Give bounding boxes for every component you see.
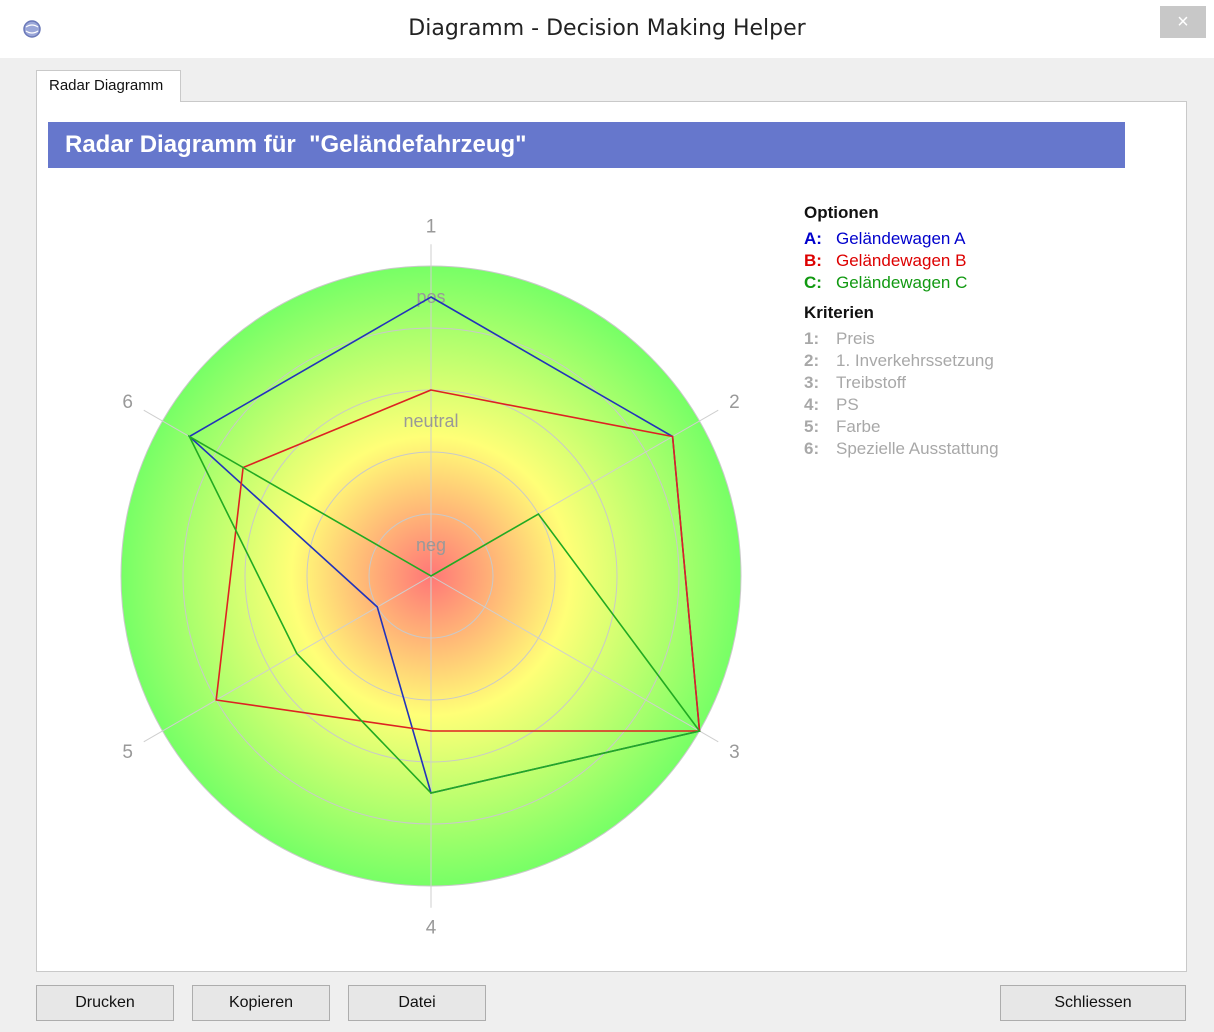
radar-axis-label: 3: [729, 742, 740, 763]
app-globe-icon: [23, 20, 41, 38]
legend-option-a: A: Geländewagen A: [804, 228, 1164, 250]
criterion-label: PS: [836, 395, 859, 414]
criteria-heading: Kriterien: [804, 303, 874, 322]
criterion-label: Farbe: [836, 417, 881, 436]
legend-criterion: 2: 1. Inverkehrssetzung: [804, 350, 1164, 372]
criterion-key: 4:: [804, 395, 820, 414]
criterion-key: 5:: [804, 417, 820, 436]
legend-criterion: 3: Treibstoff: [804, 372, 1164, 394]
radar-axis-label: 2: [729, 392, 740, 413]
close-button[interactable]: Schliessen: [1000, 985, 1186, 1021]
radar-axis-label: 1: [426, 217, 437, 238]
legend-option-label: Geländewagen C: [836, 273, 968, 292]
criterion-key: 1:: [804, 329, 820, 348]
radar-spoke: [143, 575, 432, 743]
legend-option-key: C:: [804, 273, 822, 292]
radar-axis-labels: 1 2 3 4 5 6: [122, 217, 739, 939]
close-window-button[interactable]: ×: [1160, 6, 1206, 38]
criterion-label: Preis: [836, 329, 875, 348]
criterion-label: 1. Inverkehrssetzung: [836, 351, 994, 370]
file-button[interactable]: Datei: [348, 985, 486, 1021]
radar-ring-label: neg: [416, 535, 446, 555]
criterion-label: Treibstoff: [836, 373, 906, 392]
title-bar: Diagramm - Decision Making Helper ×: [0, 0, 1214, 58]
radar-series: [187, 296, 701, 794]
legend-option-key: A:: [804, 229, 822, 248]
criterion-label: Spezielle Ausstattung: [836, 439, 999, 458]
legend-option-label: Geländewagen B: [836, 251, 967, 270]
chart-header: Radar Diagramm für "Geländefahrzeug": [48, 122, 1125, 168]
radar-ring-label: neutral: [403, 411, 458, 431]
window-title: Diagramm - Decision Making Helper: [408, 16, 806, 41]
legend-option-key: B:: [804, 251, 822, 270]
radar-axis-label: 4: [426, 917, 437, 938]
legend-criterion: 6: Spezielle Ausstattung: [804, 438, 1164, 460]
copy-button[interactable]: Kopieren: [192, 985, 330, 1021]
radar-series-polygon: [187, 434, 701, 794]
legend-criterion: 1: Preis: [804, 328, 1164, 350]
legend-option-label: Geländewagen A: [836, 229, 966, 248]
criterion-key: 3:: [804, 373, 820, 392]
criterion-key: 6:: [804, 439, 820, 458]
legend-option-c: C: Geländewagen C: [804, 272, 1164, 294]
criterion-key: 2:: [804, 351, 820, 370]
options-heading: Optionen: [804, 203, 879, 222]
radar-axis-label: 5: [122, 742, 133, 763]
print-button[interactable]: Drucken: [36, 985, 174, 1021]
tab-content-panel: Radar Diagramm für "Geländefahrzeug" pos…: [36, 101, 1187, 972]
legend-criterion: 4: PS: [804, 394, 1164, 416]
legend-option-b: B: Geländewagen B: [804, 250, 1164, 272]
radar-axis-label: 6: [122, 392, 133, 413]
tab-radar-diagramm[interactable]: Radar Diagramm: [36, 70, 181, 102]
radar-spoke: [430, 575, 719, 743]
legend-criterion: 5: Farbe: [804, 416, 1164, 438]
legend: Optionen A: Geländewagen A B: Geländewagen…: [804, 202, 1164, 460]
